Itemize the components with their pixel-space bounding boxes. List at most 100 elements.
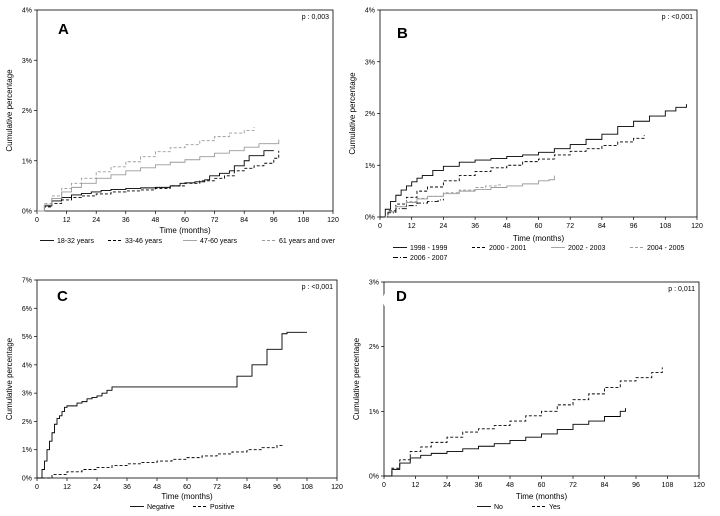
x-tick-label: 72 bbox=[211, 217, 219, 224]
x-tick-label: 0 bbox=[35, 217, 39, 224]
legend-label: 61 years and over bbox=[279, 238, 336, 245]
x-tick-label: 24 bbox=[443, 482, 451, 489]
y-tick-label: 1% bbox=[365, 163, 375, 170]
x-tick-label: 48 bbox=[503, 223, 511, 230]
x-tick-label: 60 bbox=[538, 482, 546, 489]
plot-frame bbox=[36, 9, 334, 212]
y-tick-label: 6% bbox=[22, 306, 32, 313]
legend-label: Positive bbox=[210, 504, 235, 511]
y-axis-title: Cumulative percentage bbox=[5, 337, 14, 420]
x-tick-label: 120 bbox=[331, 484, 343, 491]
legend-label: Yes bbox=[549, 504, 561, 511]
legend-label: Negative bbox=[147, 504, 175, 511]
y-tick-label: 2% bbox=[22, 419, 32, 426]
x-axis-title: Time (months) bbox=[516, 492, 568, 501]
y-tick-label: 0% bbox=[22, 476, 32, 483]
x-tick-label: 12 bbox=[412, 482, 420, 489]
panel-a: Ap : 0,003 0 12 24 36 48 60 72 84 96 108 120 0% 1% 2% 3… bbox=[5, 8, 339, 246]
letter-backdrop bbox=[44, 15, 76, 45]
x-tick-label: 72 bbox=[569, 482, 577, 489]
y-tick-label: 7% bbox=[22, 278, 32, 285]
series-line-1 bbox=[384, 367, 663, 477]
x-tick-label: 60 bbox=[181, 217, 189, 224]
y-tick-label: 2% bbox=[365, 111, 375, 118]
y-tick-label: 1% bbox=[22, 447, 32, 454]
letter-backdrop bbox=[44, 283, 76, 313]
series-line-0 bbox=[37, 331, 307, 479]
x-tick-label: 0 bbox=[382, 482, 386, 489]
x-tick-label: 36 bbox=[471, 223, 479, 230]
x-tick-label: 12 bbox=[408, 223, 416, 230]
x-tick-label: 12 bbox=[63, 217, 71, 224]
x-tick-label: 48 bbox=[152, 217, 160, 224]
series-line-3 bbox=[37, 127, 255, 212]
x-tick-label: 120 bbox=[327, 217, 339, 224]
x-tick-label: 84 bbox=[601, 482, 609, 489]
y-tick-label: 1% bbox=[369, 409, 379, 416]
letter-backdrop bbox=[388, 25, 420, 55]
y-tick-label: 4% bbox=[22, 8, 32, 15]
p-value: p : 0,011 bbox=[668, 286, 695, 293]
y-tick-label: 1% bbox=[22, 158, 32, 165]
series-line-2 bbox=[380, 175, 555, 218]
x-tick-label: 96 bbox=[630, 223, 638, 230]
panel-b: Bp : <0,001 0 12 24 36 48 60 72 84 96 108 120 0% 1% 2%… bbox=[348, 8, 703, 263]
series-line-1 bbox=[380, 135, 645, 218]
x-tick-label: 108 bbox=[301, 484, 313, 491]
series-line-0 bbox=[380, 104, 687, 218]
x-tick-label: 36 bbox=[475, 482, 483, 489]
x-tick-label: 96 bbox=[632, 482, 640, 489]
x-tick-label: 0 bbox=[35, 484, 39, 491]
y-tick-label: 3% bbox=[369, 280, 379, 287]
x-tick-label: 36 bbox=[122, 217, 130, 224]
x-tick-label: 84 bbox=[243, 484, 251, 491]
x-tick-label: 108 bbox=[298, 217, 310, 224]
x-tick-label: 108 bbox=[662, 482, 674, 489]
x-tick-label: 0 bbox=[378, 223, 382, 230]
letter-backdrop bbox=[383, 285, 415, 315]
y-tick-label: 3% bbox=[22, 58, 32, 65]
plot-frame bbox=[379, 9, 698, 218]
x-tick-label: 24 bbox=[92, 217, 100, 224]
series-line-3 bbox=[380, 183, 502, 218]
plot-frame bbox=[36, 279, 338, 479]
legend-label: 18-32 years bbox=[57, 238, 94, 245]
legend-label: 2000 - 2001 bbox=[489, 245, 526, 252]
legend-label: 47-60 years bbox=[200, 238, 237, 245]
y-tick-label: 3% bbox=[365, 59, 375, 66]
panel-letter: D bbox=[396, 288, 407, 305]
x-tick-label: 60 bbox=[183, 484, 191, 491]
x-tick-label: 120 bbox=[691, 223, 703, 230]
x-tick-label: 84 bbox=[598, 223, 606, 230]
p-value: p : 0,003 bbox=[302, 14, 329, 21]
x-tick-label: 96 bbox=[270, 217, 278, 224]
y-tick-label: 0% bbox=[369, 474, 379, 481]
panel-letter: B bbox=[397, 25, 408, 42]
series-line-4 bbox=[380, 198, 444, 218]
y-tick-label: 2% bbox=[369, 344, 379, 351]
x-axis-title: Time (months) bbox=[513, 234, 565, 243]
legend-label: No bbox=[494, 504, 503, 511]
x-tick-label: 24 bbox=[93, 484, 101, 491]
series-line-0 bbox=[37, 150, 274, 212]
x-tick-label: 48 bbox=[153, 484, 161, 491]
y-tick-label: 4% bbox=[22, 362, 32, 369]
x-tick-label: 36 bbox=[123, 484, 131, 491]
series-line-1 bbox=[37, 444, 283, 479]
y-tick-label: 4% bbox=[365, 8, 375, 15]
panel-c: Cp : <0,001 0 12 24 36 48 60 72 84 96 108 120 0% 1% 2%… bbox=[5, 278, 343, 512]
y-axis-title: Cumulative percentage bbox=[348, 72, 357, 155]
x-tick-label: 84 bbox=[240, 217, 248, 224]
legend-label: 33-46 years bbox=[125, 238, 162, 245]
y-tick-label: 0% bbox=[22, 209, 32, 216]
x-tick-label: 12 bbox=[63, 484, 71, 491]
legend-label: 2004 - 2005 bbox=[647, 245, 684, 252]
x-tick-label: 48 bbox=[506, 482, 514, 489]
series-line-2 bbox=[37, 139, 280, 212]
x-tick-label: 96 bbox=[273, 484, 281, 491]
p-value: p : <0,001 bbox=[662, 14, 693, 21]
y-axis-title: Cumulative percentage bbox=[5, 69, 14, 152]
x-axis-title: Time (months) bbox=[161, 492, 213, 501]
